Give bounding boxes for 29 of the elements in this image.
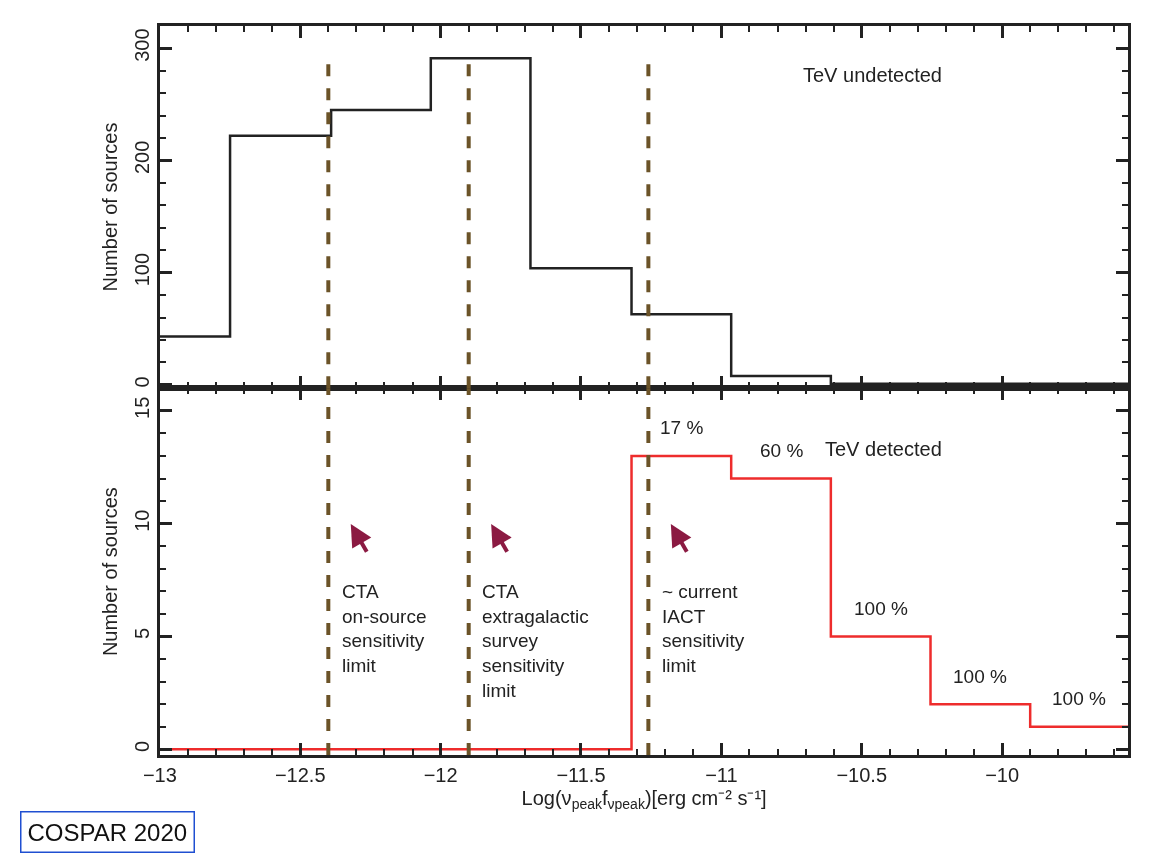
x-tick-label: −10 bbox=[985, 764, 1020, 787]
y-axis-title: Number of sources bbox=[99, 122, 122, 292]
y-tick-label: 0 bbox=[130, 376, 153, 388]
annotation: 17 % bbox=[660, 417, 704, 438]
x-tick-label: −12 bbox=[423, 764, 458, 787]
y-tick-label: 10 bbox=[130, 509, 153, 532]
annotation: TeV detected bbox=[825, 438, 942, 460]
x-tick-label: −11 bbox=[705, 764, 738, 787]
y-tick-label: 15 bbox=[130, 396, 153, 419]
annotation: TeV undetected bbox=[803, 64, 942, 86]
y-tick-label: 5 bbox=[130, 627, 153, 640]
text: COSPAR 2020 bbox=[27, 818, 188, 846]
x-axis-title: Log(ν$_{peak}$f$_{νpeak}$)[erg cm⁻² s⁻¹] bbox=[521, 786, 767, 812]
x-tick-label: −12.5 bbox=[274, 764, 326, 787]
y-axis-title: Number of sources bbox=[99, 487, 122, 657]
annotation: 100 % bbox=[953, 666, 1007, 687]
y-tick-label: 100 bbox=[130, 252, 153, 287]
y-tick-label: 0 bbox=[130, 740, 153, 752]
y-tick-label: 300 bbox=[130, 28, 153, 62]
x-tick-label: −13 bbox=[142, 764, 177, 787]
ref-line-label: ~ current IACT sensitivity limit bbox=[662, 581, 745, 677]
y-tick-label: 200 bbox=[130, 140, 153, 175]
x-tick-label: −11.5 bbox=[556, 764, 606, 787]
annotation: 100 % bbox=[1052, 688, 1106, 709]
annotation: 60 % bbox=[760, 440, 804, 461]
ref-line-label: CTA extragalactic survey sensitivity limit bbox=[482, 581, 589, 701]
ref-line-label: CTA on-source sensitivity limit bbox=[342, 581, 427, 677]
annotation: 100 % bbox=[854, 598, 908, 619]
x-tick-label: −10.5 bbox=[836, 764, 888, 787]
